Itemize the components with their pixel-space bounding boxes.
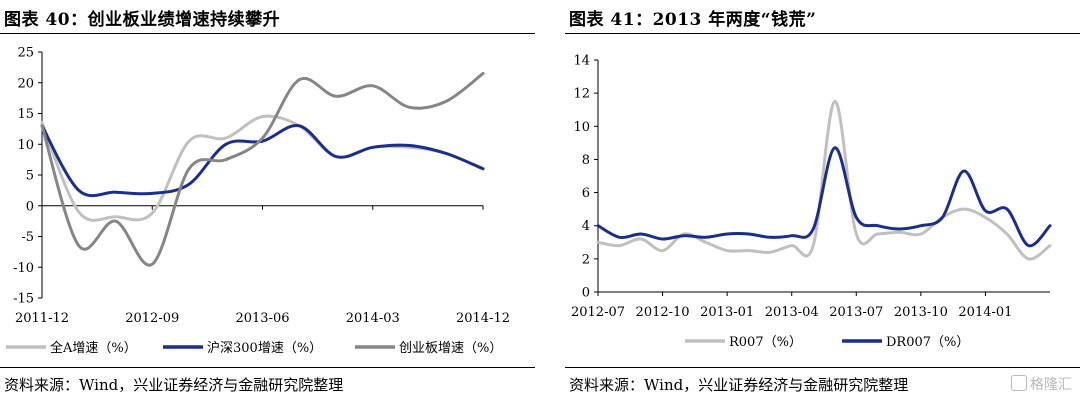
right-source: 资料来源：Wind，兴业证券经济与金融研究院整理 xyxy=(569,376,909,394)
left-y-tick-label: 10 xyxy=(17,138,34,153)
right-chart: 0 2 4 6 8 10 12 14 2012-07 2012-10 2013-01 2013-04 2… xyxy=(571,54,1052,350)
left-y-tick-label: 5 xyxy=(26,169,34,184)
left-x-tick-label: 2011-12 xyxy=(15,311,69,326)
right-series-line-1 xyxy=(596,146,1052,248)
right-y-tick-label: 2 xyxy=(582,252,590,267)
right-y-tick-label: 8 xyxy=(582,153,590,168)
right-x-tick-label: 2013-01 xyxy=(700,305,754,320)
left-y-tick-label: 15 xyxy=(17,107,34,122)
left-source-rule xyxy=(0,367,535,368)
left-legend-label-0: 全A增速（%） xyxy=(50,340,137,356)
left-y-tick-label: 20 xyxy=(17,76,34,91)
left-legend-label-2: 创业板增速（%） xyxy=(399,341,502,356)
right-legend-label-0: R007（%） xyxy=(729,335,802,350)
left-panel: 图表 40：创业板业绩增速持续攀升 -15 -10 -5 0 5 10 15 20 25 2011… xyxy=(0,0,535,407)
left-series-line-2 xyxy=(40,72,485,267)
left-x-tick-label: 2013-06 xyxy=(235,311,289,326)
left-legend-label-1: 沪深300增速（%） xyxy=(207,340,322,356)
right-y-tick-label: 10 xyxy=(573,120,590,135)
left-x-tick-label: 2014-12 xyxy=(456,311,510,326)
left-x-tick-label: 2014-03 xyxy=(346,311,400,326)
left-x-tick-label: 2012-09 xyxy=(125,311,179,326)
left-y-tick-label: -15 xyxy=(13,292,34,307)
right-y-tick-label: 0 xyxy=(582,286,590,301)
right-chart-title: 图表 41：2013 年两度“钱荒” xyxy=(569,10,817,30)
right-legend-label-1: DR007（%） xyxy=(886,335,969,350)
right-x-tick-label: 2012-07 xyxy=(571,305,625,320)
right-x-tick-label: 2013-07 xyxy=(829,305,883,320)
watermark-logo-icon xyxy=(1011,375,1027,391)
watermark: 格隆汇 xyxy=(1011,374,1072,394)
left-y-tick-label: 0 xyxy=(26,199,34,214)
right-y-tick-label: 4 xyxy=(582,219,590,234)
right-x-tick-label: 2012-10 xyxy=(636,305,690,320)
left-title-rule xyxy=(0,33,535,34)
left-chart-title: 图表 40：创业板业绩增速持续攀升 xyxy=(4,10,281,30)
right-source-rule xyxy=(565,367,1080,368)
left-series-line-1 xyxy=(40,124,485,198)
right-y-tick-label: 6 xyxy=(582,186,590,201)
right-x-tick-label: 2014-01 xyxy=(958,305,1012,320)
right-x-tick-label: 2013-04 xyxy=(765,305,819,320)
left-series-line-0 xyxy=(40,114,485,222)
right-series-line-0 xyxy=(596,99,1052,261)
left-y-tick-label: -5 xyxy=(21,230,34,245)
right-title-rule xyxy=(565,33,1080,34)
left-source: 资料来源：Wind，兴业证券经济与金融研究院整理 xyxy=(4,376,344,394)
watermark-text: 格隆汇 xyxy=(1030,377,1072,393)
left-y-tick-label: -10 xyxy=(13,261,34,276)
right-y-tick-label: 12 xyxy=(573,87,590,102)
left-chart: -15 -10 -5 0 5 10 15 20 25 2011-12 2012-09 2013-06 2… xyxy=(6,46,510,356)
right-panel: 图表 41：2013 年两度“钱荒” 0 2 4 6 8 10 12 14 2012-07 201… xyxy=(565,0,1080,407)
right-x-tick-label: 2013-10 xyxy=(894,305,948,320)
right-y-tick-label: 14 xyxy=(573,54,590,69)
left-y-tick-label: 25 xyxy=(17,46,34,61)
